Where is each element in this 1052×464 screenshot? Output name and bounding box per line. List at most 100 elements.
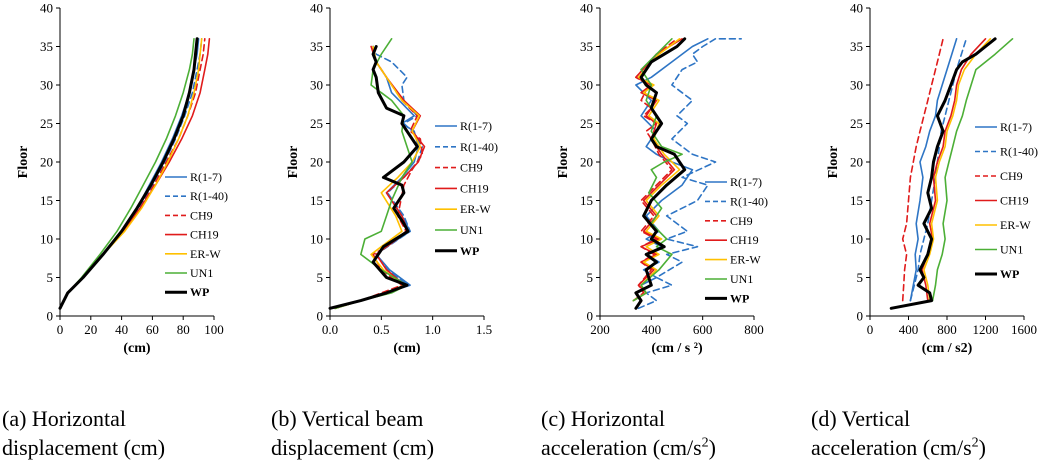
caption-d-text: acceleration (cm/s [811,435,972,460]
y-tick-label: 30 [850,78,863,93]
legend-label: CH9 [730,214,753,228]
series-line-r-1-40- [637,37,743,310]
legend-label: CH19 [190,228,219,242]
legend-label: WP [190,285,209,299]
legend-label: ER-W [460,202,491,216]
y-tick-label: 30 [580,78,593,93]
y-tick-label: 35 [40,39,53,54]
x-tick-label: 1200 [973,322,999,337]
caption-d-line1: (d) Vertical [811,406,911,431]
x-tick-label: 0 [867,322,874,337]
y-axis-label: Floor [286,146,301,179]
legend-label: WP [1000,267,1019,281]
legend-label: ER-W [1000,218,1031,232]
legend-label: CH9 [1000,169,1023,183]
x-tick-label: 60 [146,322,159,337]
y-tick-label: 20 [850,155,863,170]
legend: R(1-7) R(1-40) CH9 CH19 ER-W UN1 WP [165,170,228,299]
legend-label: R(1-40) [190,189,228,203]
caption-b-text: displacement (cm) [271,435,435,460]
y-tick-label: 10 [40,232,53,247]
series-line-un1 [931,37,1014,302]
legend-label: CH9 [460,161,483,175]
chart-1: 0 5 10 15 20 25 30 35 40 0.0 0.5 1.0 1.5 (cm) Floor R(1… [286,1,498,357]
legend-label: CH19 [1000,194,1029,208]
series-line-ch9 [901,37,944,302]
x-tick-label: 80 [177,322,190,337]
y-tick-label: 10 [310,232,323,247]
legend-label: R(1-7) [190,170,222,184]
y-tick-label: 0 [587,309,594,324]
series-line-un1 [632,37,683,302]
x-axis-label: (cm / s2) [922,341,973,356]
caption-c-line1: (c) Horizontal [541,406,665,431]
chart-2: 0 5 10 15 20 25 30 35 40 200 400 600 800 (cm / s ²) Fl… [556,1,768,357]
y-tick-label: 40 [580,1,593,16]
legend-label: R(1-40) [460,140,498,154]
legend-label: UN1 [190,266,213,280]
legend: R(1-7) R(1-40) CH9 CH19 ER-W UN1 WP [705,175,768,305]
series-line-wp [58,37,199,310]
caption-c-text: acceleration (cm/s [541,435,702,460]
series-line-r-1-40- [909,37,968,302]
chart-0: 0 5 10 15 20 25 30 35 40 0 20 40 60 80 100 (cm) Floor R(1… [16,1,228,357]
x-tick-label: 800 [744,322,764,337]
y-tick-label: 15 [310,193,323,208]
y-axis-label: Floor [556,146,571,179]
y-tick-label: 5 [587,270,594,285]
legend-label: ER-W [190,247,221,261]
y-tick-label: 25 [310,116,323,131]
x-axis-label: (cm) [123,341,151,356]
y-tick-label: 0 [317,309,324,324]
caption-a: (a) Horizontal displacement (cm) [2,404,165,462]
legend-label: ER-W [730,253,761,267]
legend: R(1-7) R(1-40) CH9 CH19 ER-W UN1 WP [975,120,1038,281]
y-axis-label: Floor [826,146,841,179]
caption-a-text: displacement (cm) [2,435,166,460]
series-line-r-1-7- [632,37,709,302]
y-tick-label: 35 [580,39,593,54]
series-line-r-1-7- [59,37,200,310]
series-line-un1 [59,37,195,310]
y-tick-label: 30 [40,78,53,93]
caption-d-line2: acceleration (cm/s2) [811,435,986,460]
legend-label: WP [460,244,479,258]
series-line-er-w [632,37,681,302]
y-tick-label: 40 [40,1,53,16]
legend-label: R(1-7) [730,175,762,189]
y-tick-label: 0 [857,309,864,324]
y-tick-label: 20 [40,155,53,170]
y-tick-label: 5 [47,270,54,285]
y-tick-label: 25 [850,116,863,131]
legend-label: CH9 [190,208,213,222]
series-line-ch19 [632,37,683,302]
caption-b-line1: (b) Vertical beam [271,406,424,431]
legend-label: R(1-7) [460,119,492,133]
legend-label: R(1-40) [1000,145,1038,159]
legend-label: R(1-7) [1000,120,1032,134]
y-tick-label: 25 [40,116,53,131]
legend-label: UN1 [460,223,483,237]
caption-d-sup: 2 [971,435,979,451]
x-tick-label: 400 [642,322,662,337]
legend-label: UN1 [1000,243,1023,257]
y-tick-label: 40 [850,1,863,16]
legend-label: WP [730,291,749,305]
x-tick-label: 1600 [1011,322,1037,337]
x-axis-label: (cm) [393,341,421,356]
series-line-wp [889,37,997,310]
series-line-er-w [59,37,203,310]
y-tick-label: 15 [850,193,863,208]
caption-b: (b) Vertical beam displacement (cm) [271,404,434,462]
x-tick-label: 400 [899,322,919,337]
x-tick-label: 800 [937,322,957,337]
x-tick-label: 20 [84,322,97,337]
caption-a-line2: displacement (cm) [2,433,165,462]
y-tick-label: 25 [580,116,593,131]
x-tick-label: 100 [204,322,224,337]
series-line-r-1-7- [909,37,958,302]
legend-label: R(1-40) [730,194,768,208]
x-tick-label: 1.5 [476,322,492,337]
